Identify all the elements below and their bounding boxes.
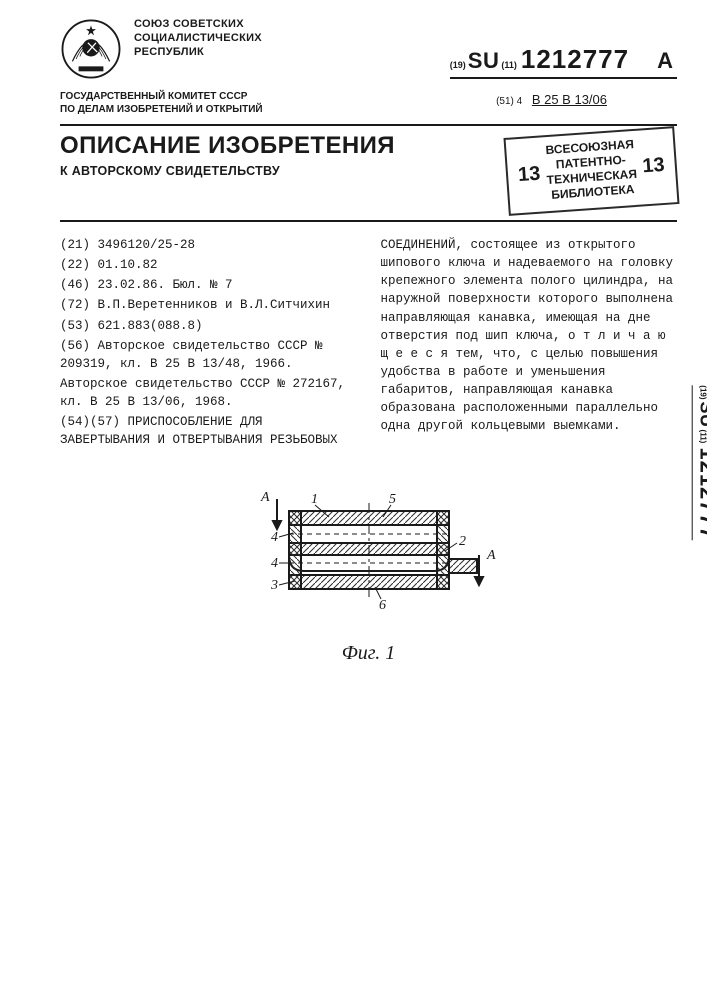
class-label: (51) 4 bbox=[496, 96, 522, 107]
patent-code-side: (19) SU (11) 1212777 bbox=[695, 385, 707, 540]
issuer-line: СОЮЗ СОВЕТСКИХ bbox=[134, 18, 677, 32]
committee-name: ГОСУДАРСТВЕННЫЙ КОМИТЕТ СССР ПО ДЕЛАМ ИЗ… bbox=[60, 90, 290, 116]
code-prefix: (19) bbox=[450, 60, 466, 70]
callout-1: 1 bbox=[311, 492, 318, 507]
right-column: СОЕДИНЕНИЙ, состоящее из открытого шипов… bbox=[381, 236, 678, 451]
field-46: (46) 23.02.86. Бюл. № 7 bbox=[60, 276, 357, 294]
country-code: SU bbox=[468, 48, 500, 74]
committee-line: ПО ДЕЛАМ ИЗОБРЕТЕНИЙ И ОТКРЫТИЙ bbox=[60, 103, 290, 116]
patent-code-top: (19) SU (11) 1212777 A bbox=[450, 44, 673, 75]
left-column: (21) 3496120/25-28 (22) 01.10.82 (46) 23… bbox=[60, 236, 357, 451]
library-stamp: ВСЕСОЮЗНАЯ 13 ПАТЕНТНО- ТЕХНИЧЕСКАЯ 13 Б… bbox=[504, 126, 680, 216]
callout-5: 5 bbox=[389, 492, 396, 507]
class-code-text: B 25 B 13/06 bbox=[532, 92, 607, 107]
callout-4: 4 bbox=[271, 530, 278, 545]
country-code: SU bbox=[696, 402, 707, 428]
divider bbox=[60, 220, 677, 222]
divider bbox=[60, 124, 677, 126]
section-label-a: A bbox=[260, 490, 270, 505]
field-72: (72) В.П.Веретенников и В.Л.Ситчихин bbox=[60, 296, 357, 314]
document-title: ОПИСАНИЕ ИЗОБРЕТЕНИЯ bbox=[60, 132, 492, 160]
code-suffix: (11) bbox=[501, 60, 517, 70]
field-56a: (56) Авторское свидетельство СССР № 2093… bbox=[60, 337, 357, 373]
field-21: (21) 3496120/25-28 bbox=[60, 236, 357, 254]
patent-number: 1212777 bbox=[695, 447, 707, 540]
field-22: (22) 01.10.82 bbox=[60, 256, 357, 274]
field-53: (53) 621.883(088.8) bbox=[60, 317, 357, 335]
patent-number: 1212777 bbox=[521, 44, 629, 75]
committee-line: ГОСУДАРСТВЕННЫЙ КОМИТЕТ СССР bbox=[60, 90, 290, 103]
abstract-text: СОЕДИНЕНИЙ, состоящее из открытого шипов… bbox=[381, 236, 678, 435]
stamp-number-left: 13 bbox=[517, 161, 541, 187]
document-subtitle: К АВТОРСКОМУ СВИДЕТЕЛЬСТВУ bbox=[60, 164, 492, 178]
biblio-columns: (21) 3496120/25-28 (22) 01.10.82 (46) 23… bbox=[60, 236, 677, 451]
callout-3: 3 bbox=[270, 578, 278, 593]
callout-4: 4 bbox=[271, 556, 278, 571]
figure-caption: Фиг. 1 bbox=[60, 642, 677, 665]
code-prefix: (19) bbox=[699, 385, 707, 399]
kind-code: A bbox=[657, 48, 673, 74]
stamp-number-right: 13 bbox=[642, 152, 666, 178]
callout-2: 2 bbox=[459, 534, 466, 549]
section-label-a: A bbox=[486, 548, 496, 563]
figure-1: A A 1 5 4 4 3 2 6 Фиг. 1 bbox=[60, 481, 677, 665]
field-54: (54)(57) ПРИСПОСОБЛЕНИЕ ДЛЯ ЗАВЕРТЫВАНИЯ… bbox=[60, 413, 357, 449]
callout-6: 6 bbox=[379, 598, 386, 613]
code-suffix: (11) bbox=[699, 430, 707, 444]
field-56b: Авторское свидетельство СССР № 272167, к… bbox=[60, 375, 357, 411]
classification: (51) 4 B 25 B 13/06 bbox=[496, 92, 607, 107]
ussr-emblem bbox=[60, 18, 122, 80]
